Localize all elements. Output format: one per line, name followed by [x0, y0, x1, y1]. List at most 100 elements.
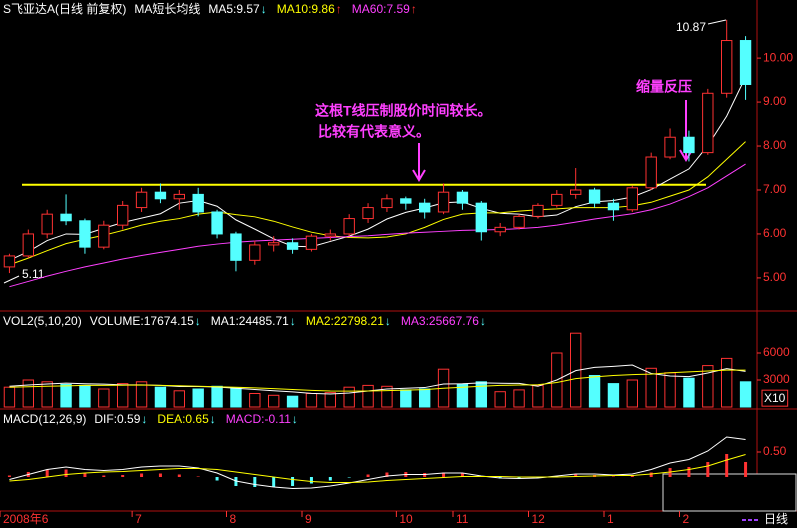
volume-bar [456, 383, 469, 408]
volume-bar [249, 392, 261, 408]
y-tick-label: 6000 [763, 345, 790, 359]
legend-text: DEA:0.65 [157, 412, 209, 426]
x-tick-label: 12 [532, 512, 546, 526]
volume-bar [494, 391, 506, 408]
legend-text: MA短长均线 [134, 2, 200, 16]
volume-bar [475, 381, 488, 408]
volume-bar [60, 383, 72, 408]
candle-body [286, 242, 299, 250]
indicator-line [9, 76, 747, 261]
candle-body [362, 207, 374, 220]
candle-body [173, 193, 186, 200]
candle-body [475, 202, 488, 233]
candle-body [569, 189, 582, 195]
indicator-line [9, 436, 746, 490]
y-tick-label: 10.00 [763, 50, 793, 64]
candle-body [249, 244, 261, 261]
y-tick-label: 0.50 [763, 444, 787, 458]
candle-body [494, 226, 506, 233]
candle-body [305, 235, 318, 250]
legend-text: MA60:7.59 [352, 2, 410, 16]
unit-box [761, 389, 789, 407]
candle-body [400, 198, 412, 204]
y-tick-label: 7.00 [763, 182, 787, 196]
candle-body [135, 191, 148, 209]
volume-bar [211, 385, 223, 408]
candle-body [683, 136, 695, 154]
x-tick-label: 10 [399, 512, 413, 526]
volume-bar [98, 388, 110, 408]
legend-text: MA10:9.86 [277, 2, 335, 16]
candle-body [456, 191, 469, 204]
volume-bar [22, 379, 35, 408]
candle-body [607, 202, 620, 211]
volume-bar [607, 383, 620, 408]
volume-bar [702, 365, 714, 408]
legend-text: VOL2(5,10,20) [3, 314, 82, 328]
y-tick-label: 6.00 [763, 226, 787, 240]
candle-body [588, 189, 601, 204]
legend-text: ↓ [195, 314, 201, 328]
candle-body [381, 198, 393, 209]
x-tick-label: 2008年6 [3, 512, 49, 526]
candle-body [116, 204, 129, 226]
indicator-line [9, 369, 746, 392]
candle-body [79, 220, 91, 248]
candle-body [739, 40, 752, 85]
legend-text: DIF:0.59 [94, 412, 140, 426]
unit-label: X10 [764, 391, 786, 405]
legend-text: ↓ [480, 314, 486, 328]
legend-text: MACD:-0.11 [226, 412, 291, 426]
volume-bar [230, 387, 242, 408]
info-box [662, 473, 797, 512]
volume-bar [305, 392, 318, 408]
candle-body [98, 224, 110, 248]
volume-bar [154, 386, 167, 408]
legend-text: ↓ [210, 412, 216, 426]
legend-text: ↑ [411, 2, 417, 16]
volume-bar [267, 394, 280, 408]
annotation-arrow [679, 149, 693, 162]
candle-body [702, 92, 714, 154]
legend-text: ↓ [141, 412, 147, 426]
x-tick-label: 1 [607, 512, 614, 526]
volume-bar [286, 395, 299, 408]
volume-bar [664, 372, 676, 408]
candle-body [343, 218, 355, 235]
candle-body [513, 215, 525, 228]
legend-text: MA2:22798.21 [306, 314, 384, 328]
volume-bar [135, 381, 148, 408]
legend-text: MA1:24485.71 [211, 314, 289, 328]
volume-bar [381, 385, 393, 408]
candle-body [211, 211, 223, 235]
period-label[interactable]: 日线 [764, 512, 788, 526]
x-tick-label: 7 [135, 512, 142, 526]
candle-body [645, 156, 657, 189]
candle-body [192, 193, 204, 213]
volume-bar [324, 392, 337, 408]
volume-bar [3, 386, 16, 408]
volume-bar [626, 379, 639, 408]
candle-body [437, 191, 450, 213]
x-tick-label: 2 [683, 512, 690, 526]
low-pointer [3, 275, 20, 284]
legend-text: MACD(12,26,9) [3, 412, 86, 426]
volume-bar [645, 367, 657, 408]
candle-body [324, 233, 337, 237]
candle-body [154, 191, 167, 200]
candle-body [22, 233, 35, 257]
volume-bar [532, 384, 544, 408]
volume-bar [79, 384, 91, 408]
candle-body [532, 204, 544, 217]
annotation: 这根T线压制股价时间较长。 [315, 103, 492, 119]
volume-bar [116, 383, 129, 408]
low-label: 5.11 [22, 267, 45, 281]
annotation-arrow [412, 169, 426, 182]
candle-body [267, 242, 280, 246]
annotation: 缩量反压 [636, 79, 692, 95]
candle-body [60, 213, 72, 222]
indicator-line [9, 454, 746, 483]
legend-text: ↓ [290, 314, 296, 328]
